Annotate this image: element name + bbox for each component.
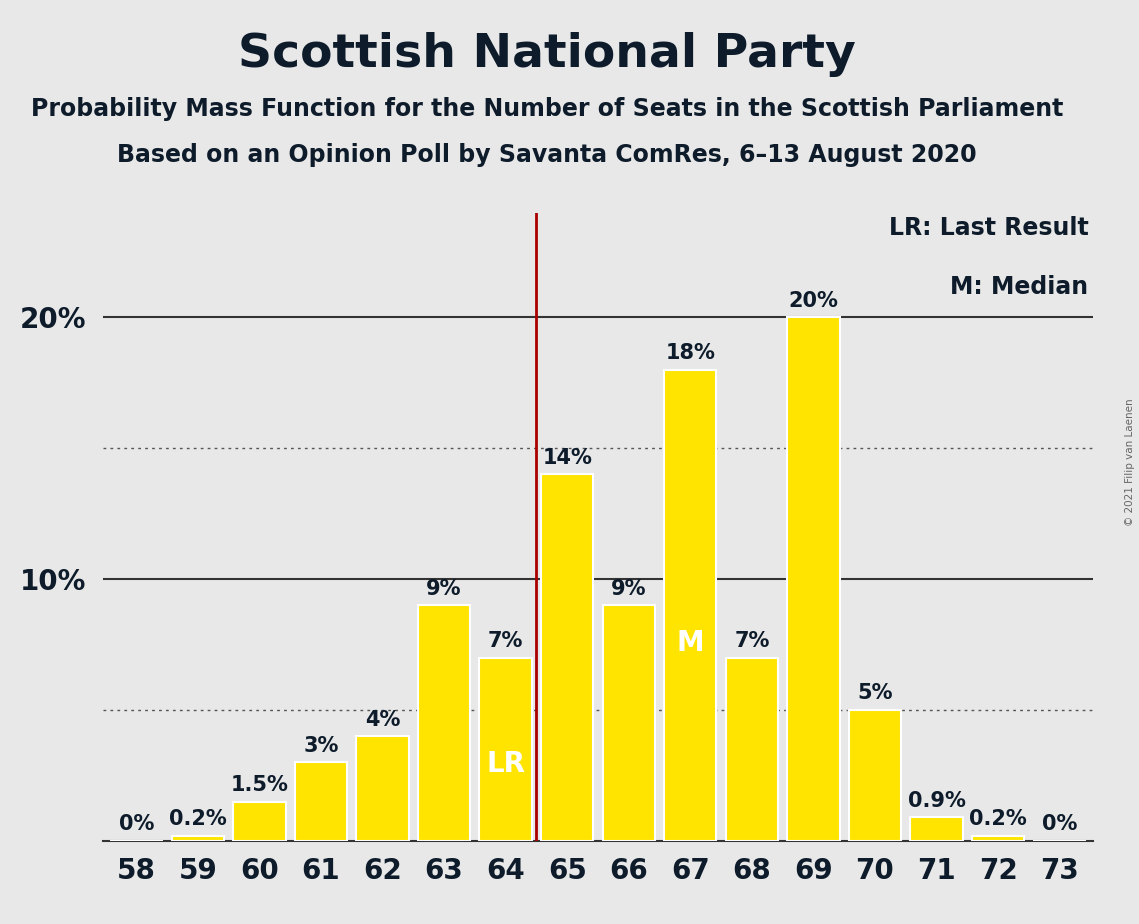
Text: 0.2%: 0.2% — [169, 809, 227, 829]
Text: 1.5%: 1.5% — [230, 775, 288, 795]
Bar — [726, 658, 778, 841]
Text: 20%: 20% — [788, 291, 838, 310]
Text: 7%: 7% — [487, 631, 523, 651]
Text: M: M — [677, 629, 704, 657]
Text: LR: LR — [486, 750, 525, 778]
Bar — [480, 658, 532, 841]
Bar — [787, 317, 839, 841]
Text: 14%: 14% — [542, 448, 592, 468]
Text: 0%: 0% — [118, 814, 154, 834]
Text: Probability Mass Function for the Number of Seats in the Scottish Parliament: Probability Mass Function for the Number… — [31, 97, 1063, 121]
Text: 7%: 7% — [735, 631, 770, 651]
Text: 0.2%: 0.2% — [969, 809, 1027, 829]
Bar — [541, 474, 593, 841]
Bar — [603, 605, 655, 841]
Text: 5%: 5% — [858, 684, 893, 703]
Bar — [418, 605, 470, 841]
Text: 4%: 4% — [364, 710, 400, 730]
Text: 18%: 18% — [665, 343, 715, 363]
Text: 0.9%: 0.9% — [908, 791, 966, 810]
Text: Based on an Opinion Poll by Savanta ComRes, 6–13 August 2020: Based on an Opinion Poll by Savanta ComR… — [117, 143, 976, 167]
Text: 0%: 0% — [1042, 814, 1077, 834]
Bar — [972, 835, 1024, 841]
Text: © 2021 Filip van Laenen: © 2021 Filip van Laenen — [1125, 398, 1134, 526]
Bar — [172, 835, 224, 841]
Text: LR: Last Result: LR: Last Result — [888, 215, 1089, 239]
Text: 3%: 3% — [303, 736, 338, 756]
Bar — [357, 736, 409, 841]
Text: 9%: 9% — [611, 578, 647, 599]
Bar — [295, 762, 347, 841]
Text: 9%: 9% — [426, 578, 461, 599]
Bar — [910, 818, 962, 841]
Text: Scottish National Party: Scottish National Party — [238, 32, 855, 78]
Bar — [849, 710, 901, 841]
Text: M: Median: M: Median — [950, 275, 1089, 299]
Bar — [233, 802, 286, 841]
Bar — [664, 370, 716, 841]
